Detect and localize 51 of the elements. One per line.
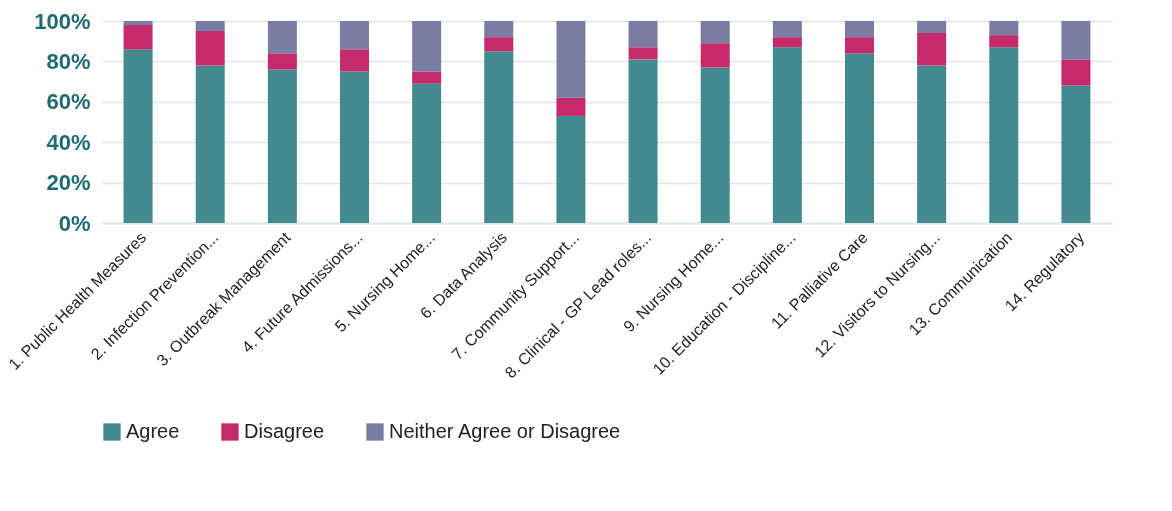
y-tick-label: 80%	[46, 48, 91, 74]
bar	[1061, 85, 1091, 223]
bar	[989, 47, 1019, 223]
bar	[845, 53, 874, 223]
y-tick-label: 100%	[34, 8, 91, 34]
bar	[412, 21, 442, 72]
bar	[556, 115, 586, 223]
bar	[340, 21, 369, 50]
bar	[556, 21, 586, 98]
legend-label: Agree	[126, 420, 180, 442]
bar	[195, 65, 225, 223]
bar	[267, 53, 297, 70]
bar	[628, 47, 658, 60]
bar	[772, 37, 802, 48]
bar	[1061, 21, 1091, 60]
bar	[340, 49, 369, 72]
bar	[700, 67, 730, 223]
bar	[340, 71, 369, 223]
bar	[989, 35, 1019, 48]
bar	[917, 33, 947, 66]
legend-label: Disagree	[244, 420, 325, 442]
bar	[267, 21, 297, 54]
bar	[772, 47, 802, 223]
y-tick-label: 0%	[58, 210, 91, 236]
bar	[484, 37, 514, 52]
bar	[772, 21, 802, 38]
bar	[989, 21, 1019, 36]
y-tick-label: 40%	[46, 129, 91, 155]
bar	[195, 31, 225, 66]
bar	[917, 65, 947, 223]
bar	[123, 49, 153, 223]
bar	[412, 71, 442, 84]
bar	[845, 21, 874, 38]
bar	[845, 37, 874, 54]
bar	[628, 59, 658, 223]
bar	[123, 21, 153, 26]
y-tick-label: 60%	[46, 89, 91, 115]
bar	[484, 51, 514, 223]
bar	[123, 25, 153, 50]
bar	[267, 69, 297, 223]
bar	[1061, 59, 1091, 86]
bar	[556, 97, 586, 116]
legend-label: Neither Agree or Disagree	[389, 420, 621, 442]
bar	[700, 21, 730, 44]
bar	[917, 21, 947, 34]
bar	[412, 83, 442, 223]
bar	[195, 21, 225, 32]
bar	[700, 43, 730, 68]
bar	[628, 21, 658, 48]
y-tick-label: 20%	[46, 170, 91, 196]
bar	[484, 21, 514, 38]
